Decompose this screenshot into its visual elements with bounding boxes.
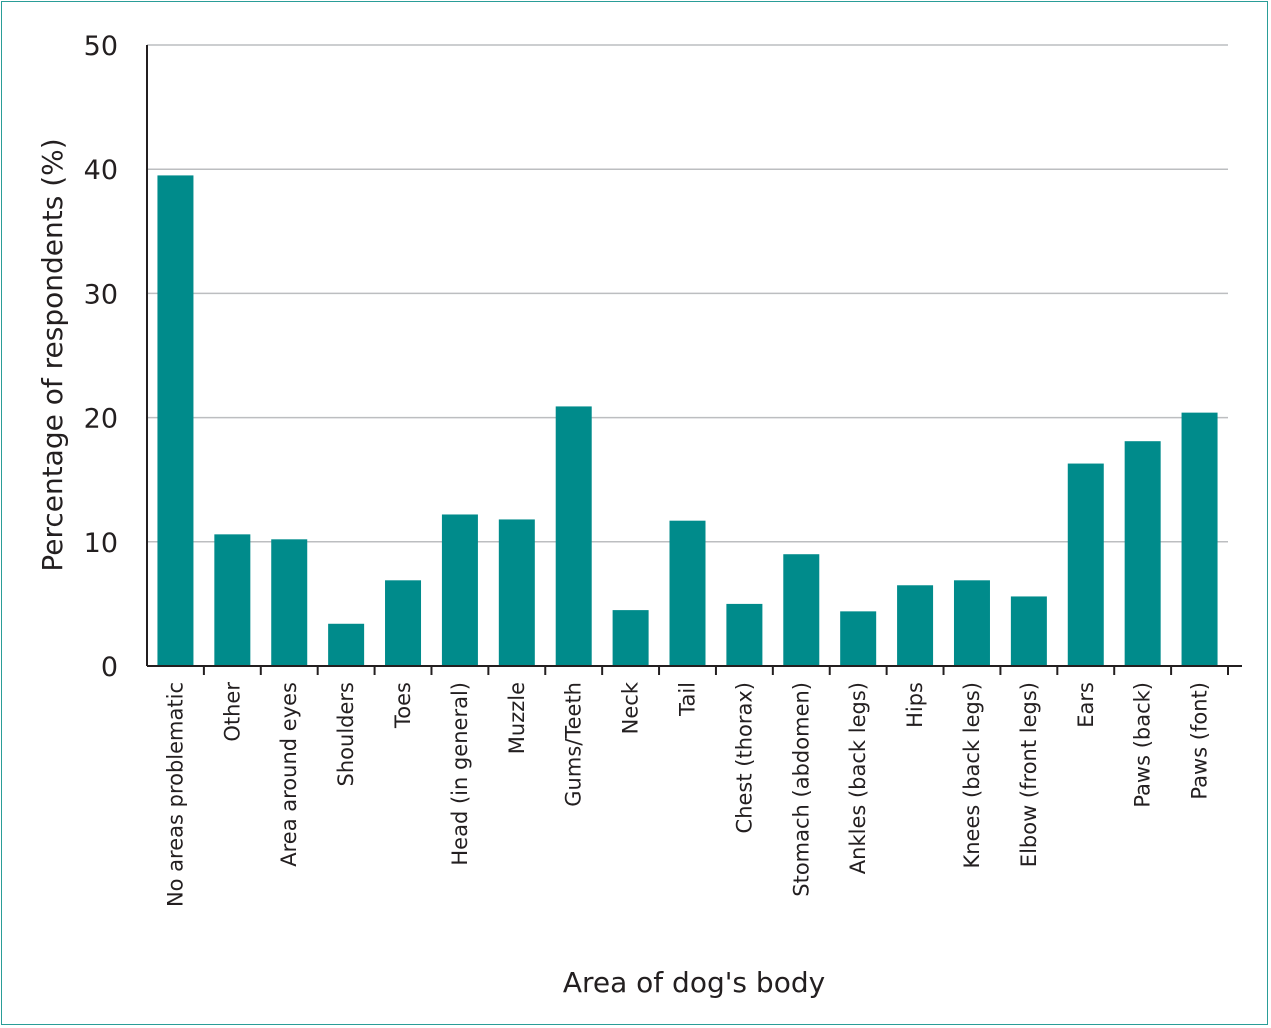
bar	[840, 611, 877, 666]
bar	[214, 534, 251, 666]
bar	[726, 603, 763, 666]
bar	[441, 514, 478, 666]
x-tick-label: Hips	[903, 682, 927, 728]
bar	[385, 580, 422, 666]
bar	[157, 175, 194, 666]
bar	[328, 623, 365, 666]
bar	[1067, 463, 1104, 666]
bar	[612, 610, 649, 666]
bar	[498, 519, 535, 666]
x-tick-label: Stomach (abdomen)	[789, 682, 813, 897]
x-tick-label: No areas problematic	[163, 682, 187, 907]
x-tick-label: Other	[220, 682, 244, 742]
x-tick-label: Muzzle	[505, 682, 529, 754]
x-axis-title: Area of dog's body	[563, 966, 825, 999]
x-tick-label: Elbow (front legs)	[1017, 682, 1041, 867]
y-tick-label: 30	[84, 279, 118, 310]
x-tick-label: Paws (back)	[1131, 682, 1155, 808]
y-tick-label: 50	[84, 31, 118, 62]
x-tick-label: Toes	[391, 682, 415, 729]
x-tick-marks	[202, 666, 1229, 675]
x-tick-label: Gums/Teeth	[562, 682, 586, 807]
x-tick-label: Shoulders	[334, 682, 358, 786]
x-tick-labels: No areas problematic Other Area around eye…	[163, 681, 1211, 907]
bar	[669, 520, 706, 666]
x-tick-label: Chest (thorax)	[732, 682, 756, 833]
y-tick-labels: 0 10 20 30 40 50	[84, 31, 118, 683]
bar	[1124, 441, 1161, 666]
x-tick-label: Paws (font)	[1188, 682, 1212, 800]
y-tick-label: 40	[84, 155, 118, 186]
x-tick-label: Ears	[1074, 682, 1098, 728]
y-axis-title: Percentage of respondents (%)	[36, 138, 69, 571]
x-tick-label: Tail	[676, 682, 700, 717]
x-tick-label: Ankles (back legs)	[846, 682, 870, 874]
bar	[1181, 412, 1218, 666]
bar	[271, 539, 308, 666]
bar	[897, 585, 934, 666]
bar	[1010, 596, 1047, 666]
x-tick-label: Knees (back legs)	[960, 682, 984, 869]
gridlines	[147, 44, 1228, 543]
x-tick-label: Area around eyes	[277, 682, 301, 867]
bar	[953, 580, 990, 666]
bars	[157, 175, 1218, 666]
y-tick-label: 0	[101, 652, 118, 683]
y-tick-label: 20	[84, 404, 118, 435]
bar	[555, 406, 592, 666]
x-tick-label: Neck	[619, 681, 643, 734]
x-tick-label: Head (in general)	[448, 682, 472, 866]
bar	[783, 554, 820, 666]
y-tick-label: 10	[84, 528, 118, 559]
